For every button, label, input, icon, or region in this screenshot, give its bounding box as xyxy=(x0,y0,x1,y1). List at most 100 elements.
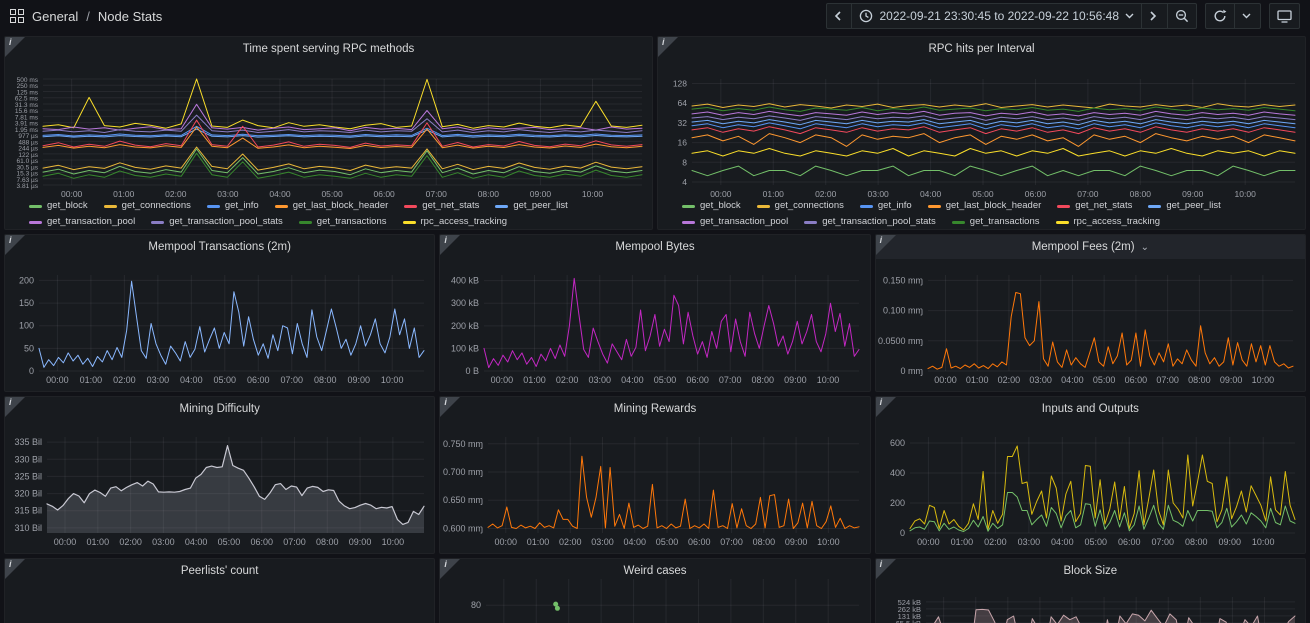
caret-down-icon xyxy=(1125,13,1134,19)
time-range-back-button[interactable] xyxy=(826,3,853,29)
panel-title[interactable]: Mempool Fees (2m) ⌄ xyxy=(875,235,1305,259)
legend-item-get_info[interactable]: get_info xyxy=(206,200,259,212)
panel-info-icon[interactable]: i xyxy=(875,397,896,417)
svg-text:02:00: 02:00 xyxy=(556,375,579,385)
chart-canvas-mempool-fees[interactable]: 00:00 01:00 02:00 03:00 04:00 05:00 06:00 07:00… xyxy=(876,235,1305,391)
legend-item-get_connections[interactable]: get_connections xyxy=(756,200,844,212)
toolbar: 2022-09-21 23:30:45 to 2022-09-22 10:56:… xyxy=(826,3,1300,29)
svg-text:31.3 ms: 31.3 ms xyxy=(15,102,39,109)
svg-text:03:00: 03:00 xyxy=(147,375,170,385)
time-range-forward-button[interactable] xyxy=(1142,3,1168,29)
legend-swatch xyxy=(29,204,42,208)
panel-info-icon[interactable]: i xyxy=(875,559,896,579)
svg-text:00:00: 00:00 xyxy=(61,189,83,199)
panel-title[interactable]: Time spent serving RPC methods xyxy=(242,43,415,55)
panel-info-icon[interactable]: i xyxy=(5,235,25,255)
svg-text:09:00: 09:00 xyxy=(1218,537,1241,547)
legend-item-get_net_stats[interactable]: get_net_stats xyxy=(1057,200,1132,212)
svg-text:06:00: 06:00 xyxy=(688,537,711,547)
panel-info-icon[interactable]: i xyxy=(5,397,25,417)
legend-item-get_connections[interactable]: get_connections xyxy=(103,200,191,212)
tv-mode-button[interactable] xyxy=(1269,3,1300,29)
legend-item-get_block[interactable]: get_block xyxy=(29,200,88,212)
panel-title[interactable]: Weird cases xyxy=(623,565,687,577)
svg-text:50: 50 xyxy=(24,343,34,353)
svg-text:00:00: 00:00 xyxy=(46,375,69,385)
legend-item-rpc_access_tracking[interactable]: rpc_access_tracking xyxy=(402,216,507,228)
svg-text:65.5 kB: 65.5 kB xyxy=(895,619,920,623)
legend-item-get_transaction_pool[interactable]: get_transaction_pool xyxy=(29,216,135,228)
svg-text:7.63 µs: 7.63 µs xyxy=(17,177,39,184)
legend-item-get_transaction_pool_stats[interactable]: get_transaction_pool_stats xyxy=(804,216,936,228)
panel-mempool-bytes: i Mempool Bytes 00:00 01:00 02:00 03:00 04:0… xyxy=(439,234,871,392)
zoom-out-button[interactable] xyxy=(1168,3,1197,29)
panel-title[interactable]: Mempool Transactions (2m) xyxy=(148,241,291,253)
svg-text:06:00: 06:00 xyxy=(247,375,270,385)
legend-swatch xyxy=(404,204,418,208)
svg-text:08:00: 08:00 xyxy=(1130,189,1152,199)
panel-title[interactable]: Mining Rewards xyxy=(613,403,697,415)
svg-text:08:00: 08:00 xyxy=(316,537,339,547)
svg-text:00:00: 00:00 xyxy=(710,189,732,199)
panel-rpc-time: i Time spent serving RPC methods 00:00 01… xyxy=(4,36,653,230)
panel-inputs-outputs: i Inputs and Outputs 00:00 01:00 02:00 03:0… xyxy=(874,396,1306,554)
panel-info-icon[interactable]: i xyxy=(440,235,461,255)
time-range-picker-button[interactable]: 2022-09-21 23:30:45 to 2022-09-22 10:56:… xyxy=(852,3,1142,29)
chart-canvas-weird-cases[interactable]: 00:0001:0002:0003:0004:0005:0006:0007:00… xyxy=(440,559,869,623)
panel-title[interactable]: Block Size xyxy=(1063,565,1118,577)
svg-text:10:00: 10:00 xyxy=(382,537,405,547)
refresh-interval-caret-button[interactable] xyxy=(1235,3,1261,29)
panel-info-icon[interactable]: i xyxy=(658,37,678,57)
panel-mining-difficulty: i Mining Difficulty 00:00 01:00 02:00 03:00… xyxy=(4,396,436,554)
svg-text:0 B: 0 B xyxy=(466,366,480,376)
legend-item-rpc_access_tracking[interactable]: rpc_access_tracking xyxy=(1055,216,1160,228)
legend-item-get_transaction_pool[interactable]: get_transaction_pool xyxy=(682,216,788,228)
legend-item-get_net_stats[interactable]: get_net_stats xyxy=(404,200,479,212)
chart-canvas-mempool-transactions[interactable]: 00:00 01:00 02:00 03:00 04:00 05:00 06:00 07:00… xyxy=(5,235,434,391)
kiosk-topbar: General / Node Stats 2022-09-21 23:30:45… xyxy=(0,0,1310,32)
svg-text:01:00: 01:00 xyxy=(527,537,550,547)
chart-canvas-inputs-outputs[interactable]: 00:00 01:00 02:00 03:00 04:00 05:00 06:00 07:00… xyxy=(876,397,1305,553)
legend-item-get_transactions[interactable]: get_transactions xyxy=(951,216,1040,228)
panel-info-icon[interactable]: i xyxy=(5,559,25,579)
panel-info-icon[interactable]: i xyxy=(440,559,461,579)
panel-title[interactable]: Peerlists' count xyxy=(180,565,259,577)
legend-item-get_peer_list[interactable]: get_peer_list xyxy=(1148,200,1221,212)
svg-text:04:00: 04:00 xyxy=(185,537,208,547)
panel-info-icon[interactable]: i xyxy=(5,37,25,57)
svg-text:10:00: 10:00 xyxy=(1235,189,1257,199)
chart-canvas-rpc-hits[interactable]: 00:00 01:00 02:00 03:00 04:00 05:00 06:00 07:00… xyxy=(658,37,1305,229)
svg-text:03:00: 03:00 xyxy=(1029,375,1052,385)
chart-canvas-rpc-time[interactable]: 00:00 01:00 02:00 03:00 04:00 05:00 06:00 07:00… xyxy=(5,37,652,229)
breadcrumb-dashboard[interactable]: Node Stats xyxy=(97,8,163,24)
panel-menu-caret-icon[interactable]: ⌄ xyxy=(1140,242,1149,253)
panel-title[interactable]: Mempool Bytes xyxy=(615,241,695,253)
refresh-button[interactable] xyxy=(1205,3,1235,29)
chart-canvas-mining-difficulty[interactable]: 00:00 01:00 02:00 03:00 04:00 05:00 06:00 07:00… xyxy=(5,397,434,553)
panel-info-icon[interactable]: i xyxy=(875,235,896,255)
legend-item-get_transactions[interactable]: get_transactions xyxy=(298,216,387,228)
chart-canvas-mining-rewards[interactable]: 00:00 01:00 02:00 03:00 04:00 05:00 06:00 07:00… xyxy=(440,397,869,553)
breadcrumb-folder[interactable]: General xyxy=(32,8,79,24)
svg-text:7.81 ms: 7.81 ms xyxy=(15,114,39,121)
svg-text:09:00: 09:00 xyxy=(347,375,370,385)
panel-info-icon[interactable]: i xyxy=(440,397,461,417)
legend-item-get_transaction_pool_stats[interactable]: get_transaction_pool_stats xyxy=(151,216,283,228)
legend-swatch xyxy=(1057,204,1071,208)
legend-item-get_block[interactable]: get_block xyxy=(682,200,741,212)
svg-text:09:00: 09:00 xyxy=(1182,189,1204,199)
legend-item-get_last_block_header[interactable]: get_last_block_header xyxy=(274,200,388,212)
chart-canvas-mempool-bytes[interactable]: 00:00 01:00 02:00 03:00 04:00 05:00 06:00 07:00… xyxy=(440,235,869,391)
panel-title[interactable]: Mining Difficulty xyxy=(179,403,260,415)
legend-item-get_peer_list[interactable]: get_peer_list xyxy=(495,200,568,212)
svg-text:524 kB: 524 kB xyxy=(897,598,920,607)
svg-text:04:00: 04:00 xyxy=(624,537,647,547)
panel-title[interactable]: Inputs and Outputs xyxy=(1041,403,1139,415)
legend-item-get_last_block_header[interactable]: get_last_block_header xyxy=(927,200,1041,212)
panel-title[interactable]: RPC hits per Interval xyxy=(928,43,1035,55)
svg-text:330 Bil: 330 Bil xyxy=(14,454,42,464)
legend-swatch xyxy=(151,220,165,224)
svg-text:122 µs: 122 µs xyxy=(18,152,38,159)
legend-item-get_info[interactable]: get_info xyxy=(859,200,912,212)
legend-label: get_net_stats xyxy=(1075,200,1133,211)
